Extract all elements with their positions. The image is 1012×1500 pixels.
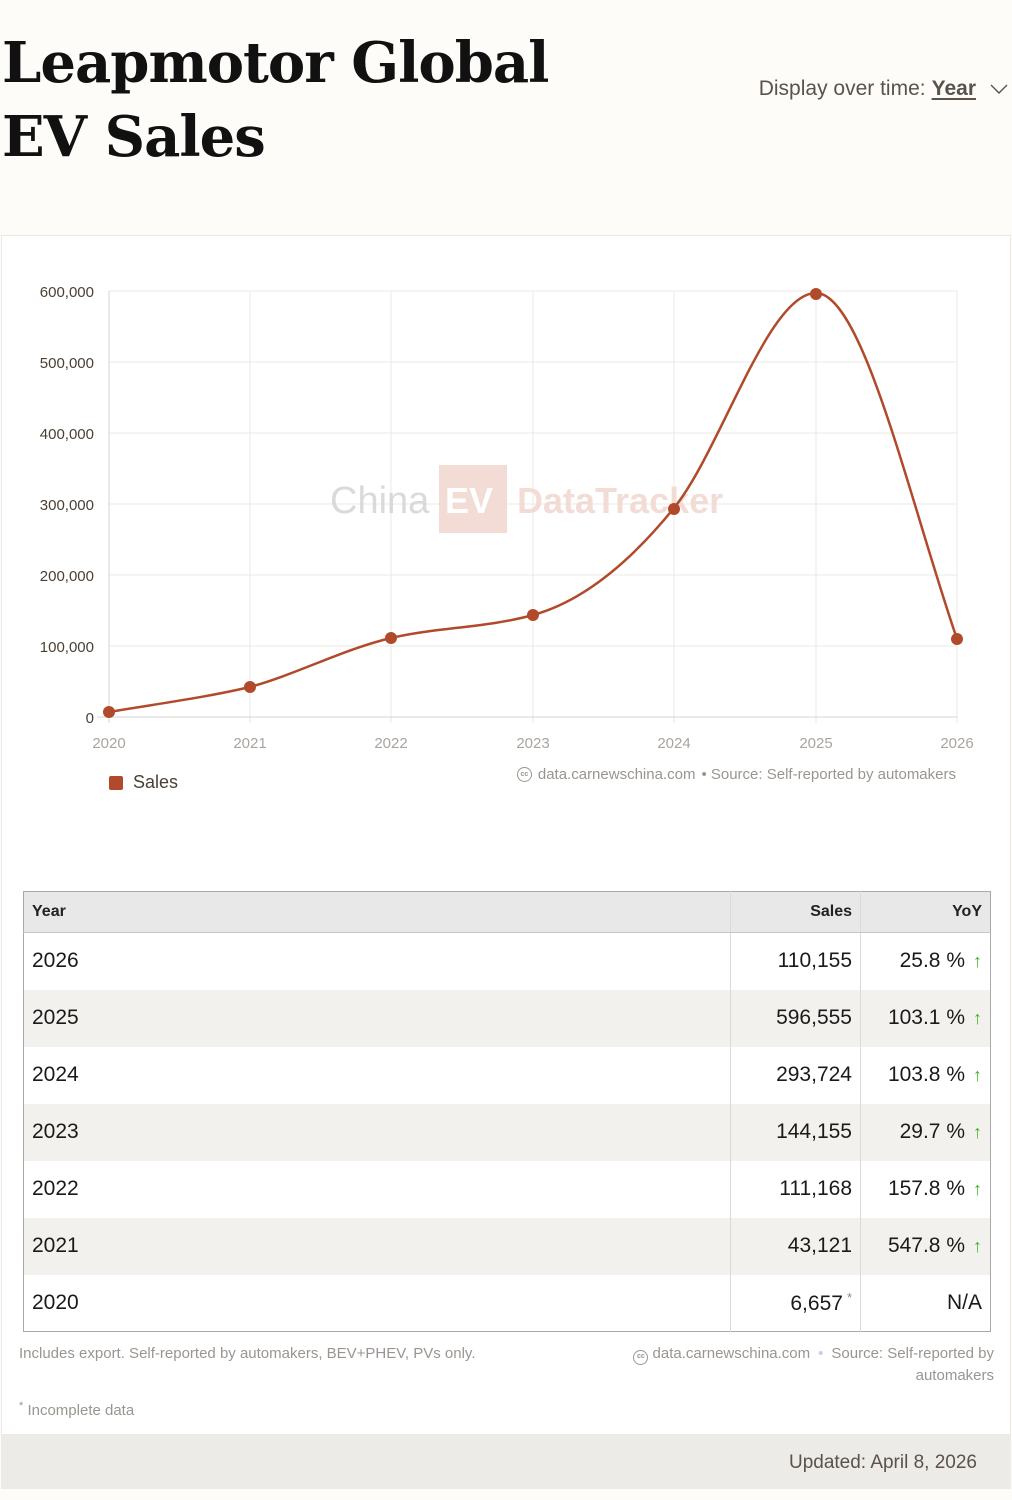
svg-text:2022: 2022 xyxy=(374,735,407,752)
arrow-up-icon: ↑ xyxy=(973,1065,982,1085)
legend-swatch xyxy=(109,775,123,790)
svg-text:China: China xyxy=(330,480,430,522)
line-chart: 0 100,000 200,000 300,000 400,000 500,00… xyxy=(40,284,974,752)
header-year[interactable]: Year xyxy=(23,891,731,933)
svg-text:DataTracker: DataTracker xyxy=(517,480,723,521)
svg-text:2020: 2020 xyxy=(92,735,125,752)
sales-line xyxy=(108,291,959,714)
footer: Updated: April 8, 2026 xyxy=(1,1435,1011,1489)
cell-sales: 6,657 * xyxy=(730,1274,861,1332)
table-credit: cc data.carnewschina.com • Source: Self-re… xyxy=(574,1343,994,1387)
svg-text:200,000: 200,000 xyxy=(40,568,94,585)
x-axis-ticks: 2020 2021 2022 2023 2024 2025 2026 xyxy=(92,735,973,752)
chart-credit: cc data.carnewschina.com • Source: Self-… xyxy=(516,766,956,783)
creative-commons-icon: cc xyxy=(516,767,532,782)
arrow-up-icon: ↑ xyxy=(973,1122,982,1142)
arrow-up-icon: ↑ xyxy=(973,1179,982,1199)
svg-text:500,000: 500,000 xyxy=(40,355,94,372)
cell-sales: 43,121 xyxy=(730,1217,861,1275)
cell-yoy: 103.1 % ↑ xyxy=(860,989,991,1047)
cell-yoy: 103.8 % ↑ xyxy=(860,1046,991,1104)
arrow-up-icon: ↑ xyxy=(973,951,982,972)
display-over-time-selector[interactable]: Display over time: Year xyxy=(759,77,1008,101)
incomplete-note: * Incomplete data xyxy=(19,1400,135,1419)
table-row: 2024 293,724 103.8 % ↑ xyxy=(24,1046,991,1104)
svg-text:0: 0 xyxy=(86,710,94,727)
credit-site: data.carnewschina.com xyxy=(537,766,696,783)
header-yoy[interactable]: YoY xyxy=(860,891,991,933)
svg-text:2024: 2024 xyxy=(657,735,690,752)
cell-yoy: 29.7 % ↑ xyxy=(860,1103,991,1161)
svg-text:300,000: 300,000 xyxy=(40,497,94,514)
chart-card: 0 100,000 200,000 300,000 400,000 500,00… xyxy=(1,235,1011,1435)
credit-source: • Source: Self-reported by automakers xyxy=(701,766,956,783)
legend-label: Sales xyxy=(133,772,179,792)
page-title: Leapmotor Global EV Sales xyxy=(2,30,549,170)
display-value-dropdown[interactable]: Year xyxy=(931,77,976,100)
table-row: 2026 110,155 25.8 % ↑ xyxy=(24,932,991,990)
svg-text:600,000: 600,000 xyxy=(40,284,94,301)
cell-year: 2024 xyxy=(32,1063,79,1086)
cell-year: 2021 xyxy=(23,1217,731,1275)
table-header-row: Year Sales YoY xyxy=(23,891,991,933)
svg-text:EV: EV xyxy=(445,480,493,521)
svg-text:400,000: 400,000 xyxy=(40,426,94,443)
svg-text:2026: 2026 xyxy=(940,735,973,752)
cell-year: 2022 xyxy=(32,1177,79,1200)
cell-yoy: 547.8 % ↑ xyxy=(860,1217,991,1275)
table-row: 2021 43,121 547.8 % ↑ xyxy=(23,1217,991,1275)
arrow-up-icon: ↑ xyxy=(973,1008,982,1028)
cell-yoy: 157.8 % ↑ xyxy=(860,1160,991,1218)
grid xyxy=(109,290,958,723)
cell-year: 2020 xyxy=(32,1290,79,1314)
y-axis-ticks: 0 100,000 200,000 300,000 400,000 500,00… xyxy=(40,284,94,727)
cell-year: 2023 xyxy=(23,1103,731,1161)
header-sales[interactable]: Sales xyxy=(730,891,861,933)
table-row: 2023 144,155 29.7 % ↑ xyxy=(23,1103,991,1161)
data-points xyxy=(103,288,963,718)
svg-text:2021: 2021 xyxy=(233,735,266,752)
svg-text:2025: 2025 xyxy=(799,735,832,752)
sales-table: Year Sales YoY 2026 110,155 25.8 % ↑ 2025… xyxy=(23,891,991,1332)
chevron-down-icon[interactable] xyxy=(990,83,1008,95)
table-row: 2025 596,555 103.1 % ↑ xyxy=(23,989,991,1047)
creative-commons-icon: cc xyxy=(633,1349,649,1365)
cell-yoy: 25.8 % ↑ xyxy=(860,932,991,990)
legend-item-sales[interactable]: Sales xyxy=(109,772,178,793)
table-row: 2020 6,657 * N/A xyxy=(24,1274,991,1332)
svg-text:2023: 2023 xyxy=(516,735,549,752)
incomplete-asterisk: * xyxy=(846,1289,852,1305)
display-label: Display over time: xyxy=(758,77,926,100)
credit-site: data.carnewschina.com xyxy=(652,1345,811,1362)
cell-sales: 111,168 xyxy=(730,1160,861,1218)
cell-yoy: N/A xyxy=(860,1274,991,1332)
cell-year: 2026 xyxy=(32,949,79,973)
arrow-up-icon: ↑ xyxy=(973,1236,982,1256)
cell-sales: 144,155 xyxy=(730,1103,861,1161)
updated-date: Updated: April 8, 2026 xyxy=(788,1452,977,1473)
cell-sales: 110,155 xyxy=(730,932,861,990)
cell-sales: 596,555 xyxy=(730,989,861,1047)
cell-sales: 293,724 xyxy=(730,1046,861,1104)
watermark: China EV DataTracker xyxy=(330,465,723,533)
credit-source: Source: Self-reported by automakers xyxy=(831,1345,994,1384)
svg-text:100,000: 100,000 xyxy=(40,639,94,656)
table-note: Includes export. Self-reported by automa… xyxy=(19,1345,476,1362)
table-row: 2022 111,168 157.8 % ↑ xyxy=(24,1160,991,1218)
cell-year: 2025 xyxy=(23,989,731,1047)
